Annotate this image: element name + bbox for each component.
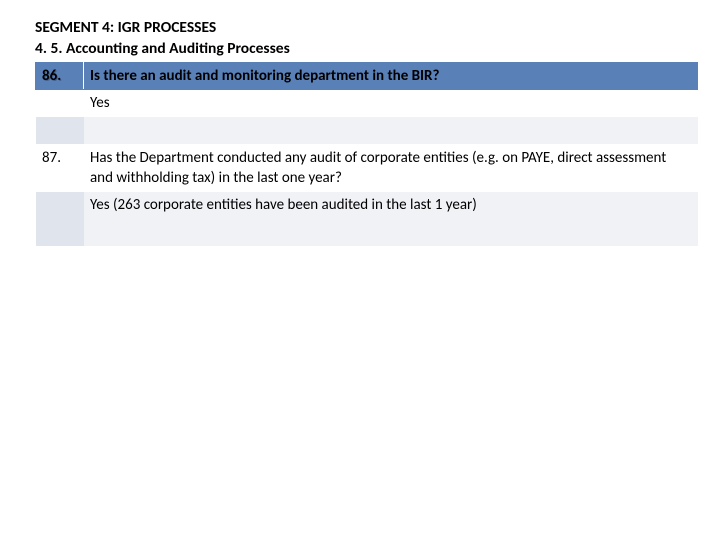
segment-title: SEGMENT 4: IGR PROCESSES — [35, 18, 698, 39]
question-text — [84, 219, 698, 246]
question-text: Has the Department conducted any audit o… — [84, 144, 698, 192]
question-text: Is there an audit and monitoring departm… — [84, 62, 698, 89]
table-row — [36, 219, 698, 246]
subsection-title: 4. 5. Accounting and Auditing Processes — [35, 39, 698, 60]
table-row: Yes (263 corporate entities have been au… — [36, 192, 698, 219]
table-row: 86.Is there an audit and monitoring depa… — [36, 62, 698, 89]
question-text — [84, 117, 698, 144]
question-text: Yes (263 corporate entities have been au… — [84, 192, 698, 219]
question-number: 87. — [36, 144, 84, 192]
question-number — [36, 219, 84, 246]
question-text: Yes — [84, 90, 698, 117]
question-number: 86. — [36, 62, 84, 89]
question-number — [36, 117, 84, 144]
table-row: 87.Has the Department conducted any audi… — [36, 144, 698, 192]
table-row — [36, 117, 698, 144]
question-number — [36, 192, 84, 219]
headings-block: SEGMENT 4: IGR PROCESSES 4. 5. Accountin… — [35, 18, 698, 60]
question-number — [36, 90, 84, 117]
qa-table: 86.Is there an audit and monitoring depa… — [35, 62, 698, 247]
table-row: Yes — [36, 90, 698, 117]
